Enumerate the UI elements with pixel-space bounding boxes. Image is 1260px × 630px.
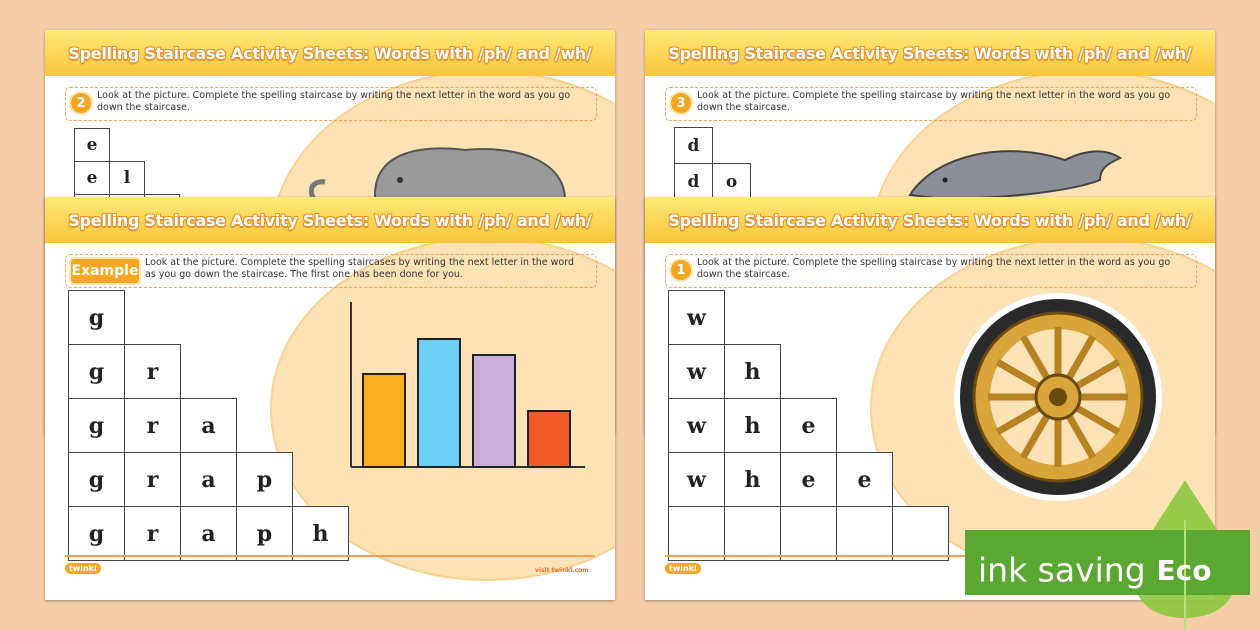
illustration-part — [362, 373, 406, 468]
stair-cell: d — [674, 163, 713, 200]
header: Spelling Staircase Activity Sheets: Word… — [645, 30, 1215, 76]
instruction-box — [65, 87, 597, 121]
logo: twinkl — [665, 563, 701, 574]
stair-cell — [836, 506, 893, 561]
stair-cell — [780, 506, 837, 561]
illustration-part — [397, 177, 403, 183]
header: Spelling Staircase Activity Sheets: Word… — [645, 197, 1215, 243]
instruction-box — [65, 254, 597, 288]
eco-label: ink saving — [978, 551, 1146, 590]
illustration — [350, 302, 585, 468]
footer-url: visit twinkl.com — [535, 567, 589, 574]
footer-line — [65, 555, 595, 557]
stair-cell: e — [74, 128, 110, 162]
worksheet: Spelling Staircase Activity Sheets: Word… — [45, 197, 615, 600]
stair-cell: p — [236, 452, 293, 507]
stair-cell: a — [180, 506, 237, 561]
stair-cell — [724, 506, 781, 561]
stair-cell: p — [236, 506, 293, 561]
title: Spelling Staircase Activity Sheets: Word… — [668, 210, 1192, 230]
illustration-part — [527, 410, 571, 468]
title: Spelling Staircase Activity Sheets: Word… — [68, 43, 592, 63]
illustration-part — [417, 338, 461, 468]
eco-tag: Eco — [1157, 554, 1212, 587]
instruction: Look at the picture. Complete the spelli… — [145, 257, 574, 280]
illustration-part — [908, 150, 1123, 200]
stair-cell: h — [724, 344, 781, 399]
title: Spelling Staircase Activity Sheets: Word… — [668, 43, 1192, 63]
stair-cell: d — [674, 127, 713, 164]
stair-cell: e — [780, 452, 837, 507]
eco-badge: ink saving Eco — [965, 480, 1250, 630]
stair-cell: h — [292, 506, 349, 561]
stair-cell: l — [109, 161, 145, 195]
logo: twinkl — [65, 563, 101, 574]
stair-cell: w — [668, 290, 725, 345]
stair-cell — [668, 506, 725, 561]
illustration — [908, 150, 1123, 200]
stair-cell: g — [68, 290, 125, 345]
instruction-box — [665, 254, 1197, 288]
stair-cell: w — [668, 452, 725, 507]
stair-cell: e — [836, 452, 893, 507]
stair-cell: h — [724, 398, 781, 453]
stair-cell: r — [124, 452, 181, 507]
badge: Example — [69, 257, 141, 285]
illustration-part — [1049, 388, 1067, 406]
badge: 3 — [669, 91, 693, 115]
stair-cell: a — [180, 452, 237, 507]
illustration-part — [472, 354, 516, 468]
stair-cell: e — [780, 398, 837, 453]
stair-cell: w — [668, 344, 725, 399]
instruction-box — [665, 87, 1197, 121]
stair-cell: h — [724, 452, 781, 507]
illustration — [954, 293, 1162, 501]
header: Spelling Staircase Activity Sheets: Word… — [45, 30, 615, 76]
title: Spelling Staircase Activity Sheets: Word… — [68, 210, 592, 230]
stair-cell: g — [68, 398, 125, 453]
illustration-part — [942, 177, 948, 183]
stair-cell: o — [712, 163, 751, 200]
instruction: Look at the picture. Complete the spelli… — [697, 257, 1171, 280]
stair-cell — [892, 506, 949, 561]
stair-cell: r — [124, 506, 181, 561]
eco-bar — [965, 530, 1250, 595]
stair-cell: g — [68, 452, 125, 507]
stair-cell: g — [68, 506, 125, 561]
stair-cell: a — [180, 398, 237, 453]
badge: 1 — [669, 258, 693, 282]
instruction: Look at the picture. Complete the spelli… — [697, 90, 1171, 113]
stair-cell: w — [668, 398, 725, 453]
badge: 2 — [69, 91, 93, 115]
footer-line — [665, 555, 1195, 557]
header: Spelling Staircase Activity Sheets: Word… — [45, 197, 615, 243]
stair-cell: e — [74, 161, 110, 195]
worksheet: Spelling Staircase Activity Sheets: Word… — [645, 197, 1215, 600]
instruction: Look at the picture. Complete the spelli… — [97, 90, 571, 113]
stair-cell: r — [124, 344, 181, 399]
stair-cell: r — [124, 398, 181, 453]
stair-cell: g — [68, 344, 125, 399]
